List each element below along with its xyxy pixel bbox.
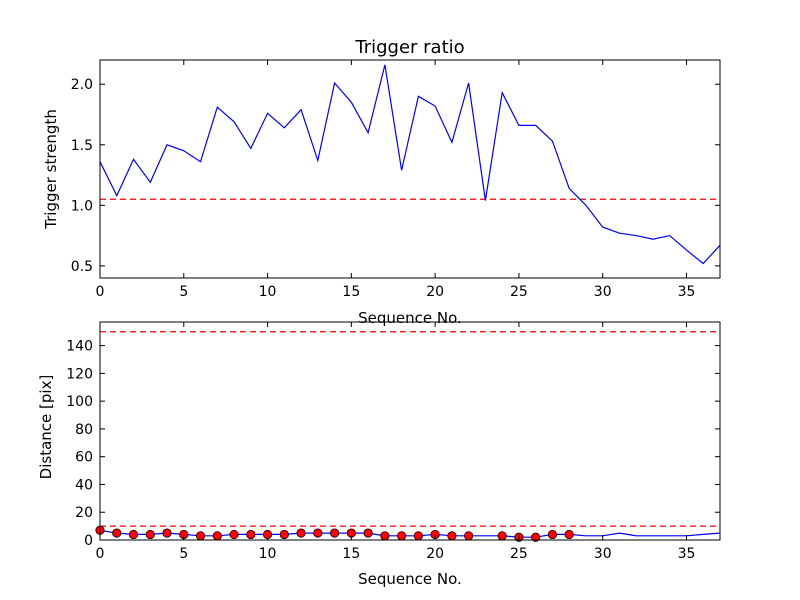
bottom-y-tick-label: 40 bbox=[75, 477, 93, 493]
top-y-tick-label: 0.5 bbox=[71, 259, 93, 275]
distance-y-label: Distance [pix] bbox=[37, 375, 55, 480]
bottom-x-tick-label: 15 bbox=[342, 546, 360, 562]
bottom-marker-point bbox=[464, 531, 474, 541]
top-x-tick-label: 0 bbox=[96, 284, 105, 300]
bottom-marker-point bbox=[128, 529, 139, 540]
bottom-marker-point bbox=[531, 532, 541, 542]
bottom-y-tick-label: 60 bbox=[75, 450, 93, 466]
top-x-tick-label: 35 bbox=[678, 284, 696, 300]
bottom-marker-point bbox=[313, 528, 323, 538]
top-axes-frame bbox=[99, 59, 721, 279]
bottom-marker-point bbox=[363, 528, 373, 538]
bottom-marker-point bbox=[497, 531, 507, 541]
trigger-ratio-title: Trigger ratio bbox=[354, 37, 464, 58]
bottom-marker-point bbox=[195, 531, 206, 541]
bottom-x-tick-label: 20 bbox=[426, 546, 444, 562]
bottom-marker-point bbox=[547, 529, 558, 540]
top-x-tick-label: 20 bbox=[426, 284, 444, 300]
bottom-axes-frame bbox=[99, 321, 721, 541]
top-y-tick-label: 1.5 bbox=[71, 138, 93, 154]
bottom-marker-point bbox=[380, 531, 390, 541]
bottom-x-tick-label: 0 bbox=[96, 546, 105, 562]
bottom-x-axis-label: Sequence No. bbox=[358, 570, 462, 588]
bottom-x-tick-label: 35 bbox=[678, 546, 696, 562]
top-x-tick-label: 15 bbox=[342, 284, 360, 300]
bottom-y-tick-label: 120 bbox=[66, 366, 93, 382]
bottom-marker-point bbox=[447, 531, 457, 541]
bottom-marker-point bbox=[329, 528, 340, 538]
top-y-tick-label: 2.0 bbox=[71, 77, 93, 93]
bottom-marker-point bbox=[279, 529, 289, 540]
top-x-tick-label: 25 bbox=[510, 284, 528, 300]
bottom-marker-point bbox=[212, 531, 222, 541]
bottom-marker-point bbox=[112, 528, 122, 538]
bottom-x-tick-label: 10 bbox=[259, 546, 277, 562]
top-x-tick-label: 5 bbox=[179, 284, 188, 300]
top-series-line bbox=[99, 64, 721, 265]
bottom-y-tick-label: 140 bbox=[66, 339, 93, 355]
bottom-marker-point bbox=[564, 529, 574, 540]
bottom-marker-point bbox=[162, 528, 172, 538]
bottom-x-tick-label: 5 bbox=[179, 546, 188, 562]
trigger-strength-y-label: Trigger strength bbox=[42, 109, 60, 230]
bottom-y-tick-label: 100 bbox=[66, 394, 93, 410]
top-x-axis-label: Sequence No. bbox=[358, 309, 462, 327]
top-y-tick-label: 1.0 bbox=[71, 198, 93, 214]
top-x-tick-label: 30 bbox=[594, 284, 612, 300]
distance-plot: Distance [pix] Sequence No. 0 5 10 15 20 25 30… bbox=[37, 321, 721, 588]
bottom-y-tick-label: 80 bbox=[75, 422, 93, 438]
bottom-y-tick-label: 20 bbox=[75, 505, 93, 521]
bottom-y-tick-label: 0 bbox=[84, 533, 93, 549]
bottom-marker-point bbox=[246, 529, 256, 540]
bottom-marker-point bbox=[296, 528, 306, 538]
bottom-marker-point bbox=[145, 529, 155, 540]
bottom-marker-point bbox=[397, 531, 407, 541]
top-x-tick-label: 10 bbox=[259, 284, 277, 300]
bottom-marker-point bbox=[229, 529, 239, 540]
bottom-x-tick-label: 25 bbox=[510, 546, 528, 562]
bottom-marker-point bbox=[413, 531, 423, 541]
bottom-x-tick-label: 30 bbox=[594, 546, 612, 562]
